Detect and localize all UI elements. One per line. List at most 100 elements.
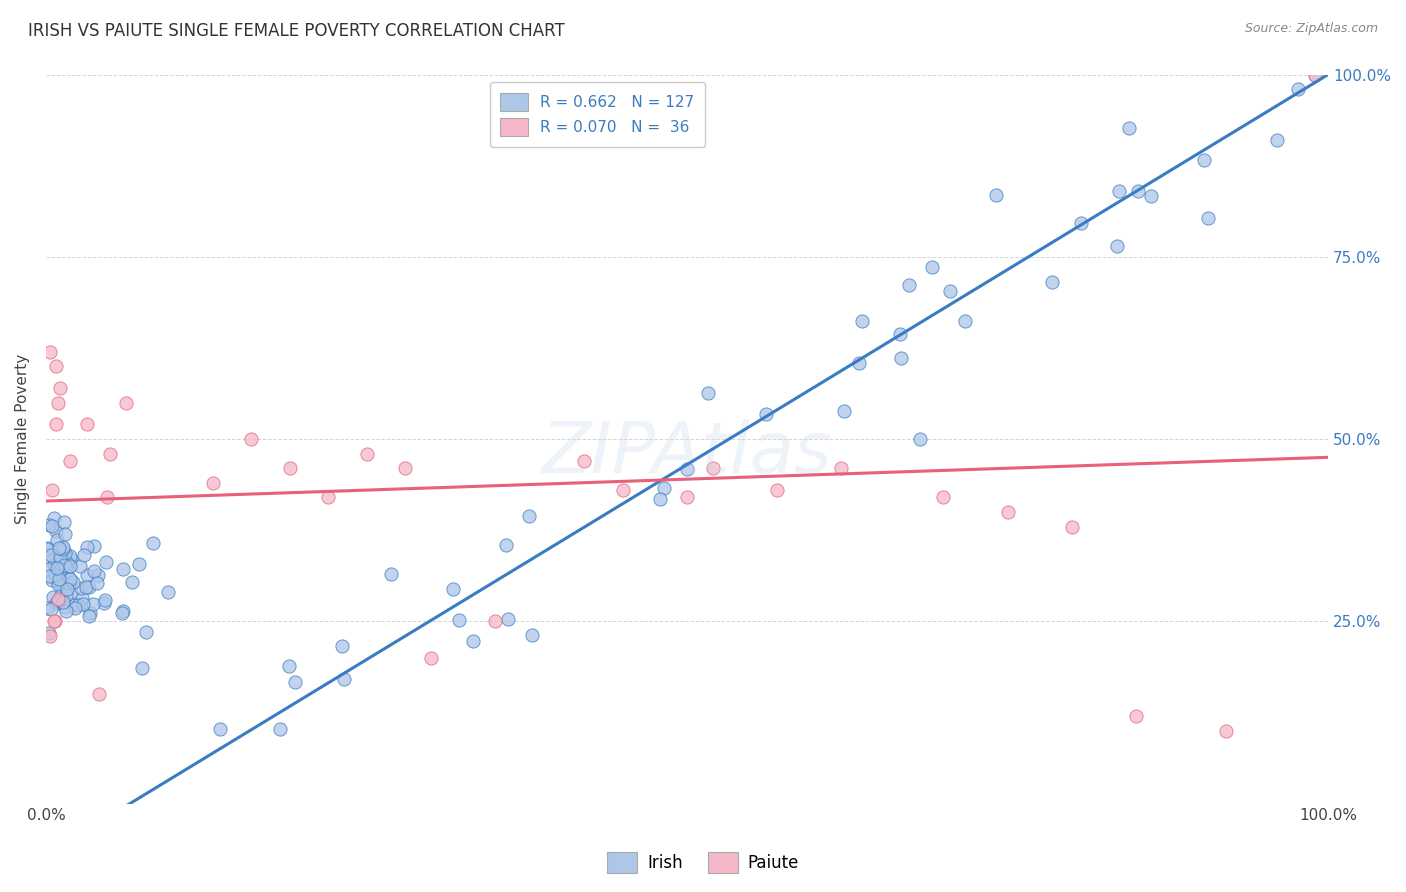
Point [380, 566, 402, 581]
Point [56, 582, 79, 596]
Point [41, 519, 63, 533]
Point [1215, 723, 1237, 738]
Point [1303, 68, 1326, 82]
Point [62, 575, 84, 590]
Point [1128, 184, 1150, 198]
Point [652, 481, 675, 495]
Point [79, 580, 101, 594]
Point [830, 461, 852, 475]
Point [67, 598, 90, 612]
Point [953, 314, 976, 328]
Point [52, 541, 75, 556]
Point [72, 591, 94, 606]
Point [42, 591, 65, 605]
Point [1118, 120, 1140, 135]
Y-axis label: Single Female Poverty: Single Female Poverty [15, 354, 30, 524]
Text: ZIPAtlas: ZIPAtlas [541, 419, 832, 488]
Point [495, 538, 517, 552]
Point [76, 417, 98, 432]
Point [46, 575, 69, 590]
Point [53, 527, 76, 541]
Point [75, 580, 97, 594]
Point [44, 615, 66, 629]
Point [1070, 216, 1092, 230]
Point [939, 284, 962, 298]
Point [111, 604, 134, 618]
Point [443, 582, 465, 596]
Point [522, 628, 544, 642]
Point [87, 687, 110, 701]
Point [135, 625, 157, 640]
Point [58, 575, 80, 590]
Point [55, 556, 77, 570]
Point [59, 559, 82, 574]
Point [1305, 68, 1327, 82]
Point [157, 585, 180, 599]
Point [98, 447, 121, 461]
Point [208, 723, 231, 737]
Point [755, 407, 778, 421]
Point [83, 539, 105, 553]
Point [284, 674, 307, 689]
Point [394, 461, 416, 475]
Point [93, 596, 115, 610]
Point [70, 581, 93, 595]
Point [316, 491, 339, 505]
Point [87, 568, 110, 582]
Point [59, 572, 82, 586]
Point [356, 447, 378, 461]
Point [76, 540, 98, 554]
Point [131, 661, 153, 675]
Point [56, 558, 79, 573]
Point [1192, 153, 1215, 167]
Point [79, 608, 101, 623]
Point [517, 508, 540, 523]
Point [37, 542, 59, 557]
Point [55, 588, 77, 602]
Point [44, 568, 66, 582]
Point [48, 572, 70, 586]
Point [46, 592, 69, 607]
Point [897, 277, 920, 292]
Point [39, 549, 62, 563]
Point [1108, 184, 1130, 198]
Point [1042, 275, 1064, 289]
Point [889, 327, 911, 342]
Point [419, 650, 441, 665]
Legend: R = 0.662   N = 127, R = 0.070   N =  36: R = 0.662 N = 127, R = 0.070 N = 36 [489, 82, 704, 147]
Point [142, 535, 165, 549]
Point [997, 505, 1019, 519]
Point [51, 577, 73, 591]
Point [121, 574, 143, 589]
Point [55, 604, 77, 618]
Point [59, 454, 82, 468]
Point [921, 260, 943, 275]
Point [46, 593, 69, 607]
Point [851, 314, 873, 328]
Point [52, 595, 75, 609]
Point [72, 597, 94, 611]
Point [128, 557, 150, 571]
Point [496, 612, 519, 626]
Point [96, 555, 118, 569]
Point [932, 491, 955, 505]
Point [49, 381, 72, 395]
Point [1105, 238, 1128, 252]
Point [42, 615, 65, 629]
Point [484, 615, 506, 629]
Point [79, 607, 101, 621]
Point [41, 483, 63, 497]
Point [696, 386, 718, 401]
Point [1140, 188, 1163, 202]
Point [49, 550, 72, 565]
Point [38, 626, 60, 640]
Point [1286, 81, 1309, 95]
Text: Source: ZipAtlas.com: Source: ZipAtlas.com [1244, 22, 1378, 36]
Point [908, 432, 931, 446]
Point [39, 602, 62, 616]
Text: IRISH VS PAIUTE SINGLE FEMALE POVERTY CORRELATION CHART: IRISH VS PAIUTE SINGLE FEMALE POVERTY CO… [28, 22, 565, 40]
Point [447, 613, 470, 627]
Point [38, 344, 60, 359]
Point [52, 540, 75, 554]
Point [44, 558, 66, 573]
